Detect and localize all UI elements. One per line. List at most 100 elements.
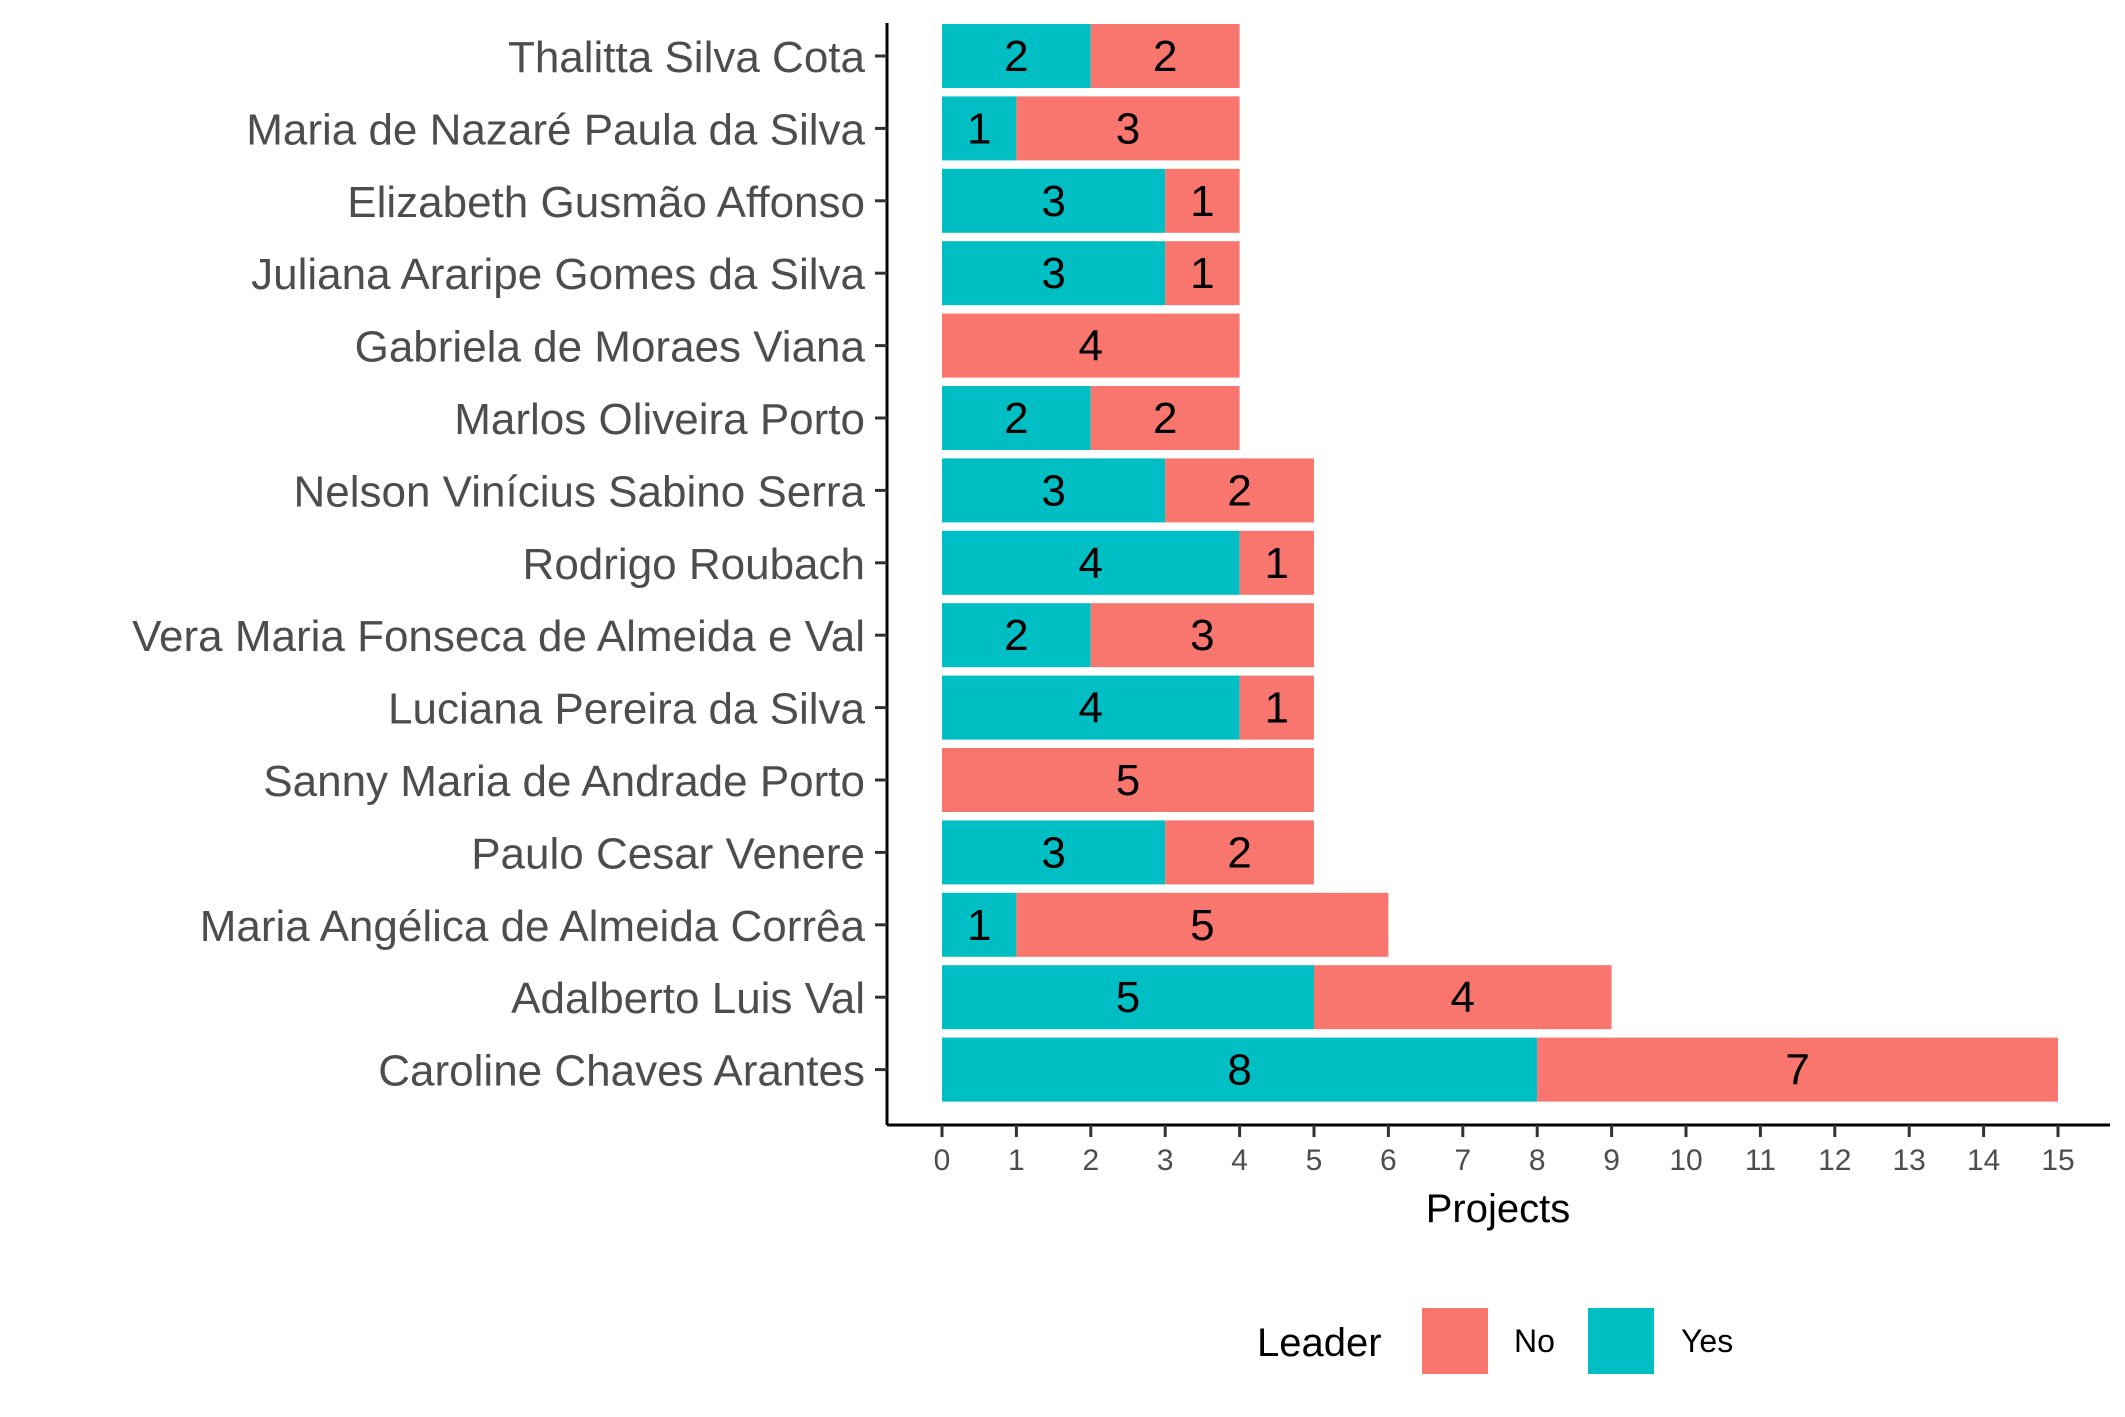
x-tick-label: 11 <box>1745 1144 1776 1177</box>
bar-yes <box>942 96 1017 161</box>
legend-swatch-yes <box>1588 1308 1654 1374</box>
x-tick-label: 7 <box>1454 1144 1471 1177</box>
category-labels: Thalitta Silva Cota Maria de Nazaré Paula… <box>132 33 887 1096</box>
bar-no <box>1016 96 1240 161</box>
category-label: Adalberto Luis Val <box>511 974 865 1023</box>
legend-label-yes: Yes <box>1681 1323 1733 1359</box>
bar-no <box>1165 168 1240 233</box>
data-label-no: 1 <box>1190 177 1214 226</box>
legend-swatch-no <box>1422 1308 1488 1374</box>
x-ticks: 0 1 2 3 4 5 6 7 8 9 10 11 12 13 14 15 <box>934 1125 2075 1177</box>
category-label: Paulo Cesar Venere <box>471 829 865 878</box>
legend: Leader No Yes <box>1257 1308 1733 1374</box>
category-label: Luciana Pereira da Silva <box>388 685 865 734</box>
data-label-yes: 5 <box>1116 973 1140 1022</box>
bar-yes <box>942 24 1091 88</box>
data-label-no: 1 <box>1190 249 1214 298</box>
bar-no <box>1090 386 1240 450</box>
data-label-no: 5 <box>1190 901 1214 950</box>
data-labels: 2 21 33 13 142 23 24 12 34 153 21 55 48 7 <box>967 32 1810 1095</box>
legend-title: Leader <box>1257 1321 1382 1365</box>
data-label-no: 4 <box>1451 973 1475 1022</box>
data-label-yes: 3 <box>1041 466 1065 515</box>
legend-items: No Yes <box>1422 1308 1733 1374</box>
category-label: Maria de Nazaré Paula da Silva <box>246 105 865 154</box>
x-tick-label: 13 <box>1893 1144 1926 1177</box>
data-label-yes: 4 <box>1079 539 1103 588</box>
data-label-yes: 4 <box>1079 684 1103 733</box>
category-label: Vera Maria Fonseca de Almeida e Val <box>132 612 865 661</box>
category-label: Nelson Vinícius Sabino Serra <box>293 467 865 516</box>
data-label-no: 1 <box>1265 539 1289 588</box>
data-label-no: 4 <box>1079 322 1103 371</box>
x-tick-label: 9 <box>1603 1144 1620 1177</box>
bar-yes <box>942 1037 1538 1102</box>
x-tick-label: 8 <box>1529 1144 1546 1177</box>
bar-yes <box>942 965 1314 1030</box>
data-label-yes: 8 <box>1227 1046 1251 1095</box>
category-label: Juliana Araripe Gomes da Silva <box>251 250 865 299</box>
legend-label-no: No <box>1514 1323 1555 1359</box>
bar-yes <box>942 241 1166 306</box>
bar-yes <box>942 168 1166 233</box>
category-label: Elizabeth Gusmão Affonso <box>347 178 865 227</box>
data-label-yes: 2 <box>1004 394 1028 443</box>
data-label-no: 5 <box>1116 756 1140 805</box>
x-tick-label: 10 <box>1669 1144 1702 1177</box>
bar-no <box>1165 458 1314 523</box>
x-tick-label: 12 <box>1818 1144 1851 1177</box>
bar-no <box>1537 1037 2058 1102</box>
bar-yes <box>942 820 1166 885</box>
bar-no <box>1239 530 1314 595</box>
bar-yes <box>942 530 1240 595</box>
data-label-yes: 3 <box>1041 177 1065 226</box>
data-label-no: 3 <box>1190 611 1214 660</box>
bar-yes <box>942 458 1166 523</box>
data-label-no: 2 <box>1153 394 1177 443</box>
bar-no <box>1090 24 1240 88</box>
x-tick-label: 0 <box>934 1144 951 1177</box>
bar-no <box>942 313 1240 378</box>
data-label-no: 2 <box>1227 828 1251 877</box>
data-label-yes: 3 <box>1041 828 1065 877</box>
x-tick-label: 5 <box>1306 1144 1323 1177</box>
x-tick-label: 2 <box>1082 1144 1099 1177</box>
bar-yes <box>942 386 1091 450</box>
bar-no <box>942 748 1314 812</box>
data-label-no: 7 <box>1785 1046 1809 1095</box>
bar-no <box>1314 965 1612 1030</box>
data-label-yes: 2 <box>1004 611 1028 660</box>
category-label: Thalitta Silva Cota <box>508 33 866 82</box>
x-tick-label: 6 <box>1380 1144 1397 1177</box>
data-label-no: 2 <box>1153 32 1177 81</box>
x-tick-label: 3 <box>1157 1144 1174 1177</box>
bar-no <box>1165 820 1314 885</box>
x-tick-label: 1 <box>1008 1144 1025 1177</box>
data-label-yes: 3 <box>1041 249 1065 298</box>
bar-no <box>1239 675 1314 740</box>
category-label: Rodrigo Roubach <box>523 540 865 589</box>
x-tick-label: 4 <box>1231 1144 1248 1177</box>
bar-yes <box>942 892 1017 957</box>
x-tick-label: 15 <box>2041 1144 2074 1177</box>
bars <box>942 24 2058 1102</box>
data-label-yes: 2 <box>1004 32 1028 81</box>
bar-yes <box>942 675 1240 740</box>
bar-no <box>1165 241 1240 306</box>
bar-no <box>1090 603 1314 668</box>
data-label-yes: 1 <box>967 104 991 153</box>
data-label-no: 2 <box>1227 466 1251 515</box>
category-label: Caroline Chaves Arantes <box>378 1047 865 1096</box>
category-label: Marlos Oliveira Porto <box>454 395 865 444</box>
bar-no <box>1016 892 1389 957</box>
data-label-no: 1 <box>1265 684 1289 733</box>
data-label-yes: 1 <box>967 901 991 950</box>
x-tick-label: 14 <box>1967 1144 2000 1177</box>
bar-yes <box>942 603 1091 668</box>
category-label: Gabriela de Moraes Viana <box>355 323 866 372</box>
category-label: Maria Angélica de Almeida Corrêa <box>200 902 866 951</box>
category-label: Sanny Maria de Andrade Porto <box>263 757 865 806</box>
data-label-no: 3 <box>1116 104 1140 153</box>
